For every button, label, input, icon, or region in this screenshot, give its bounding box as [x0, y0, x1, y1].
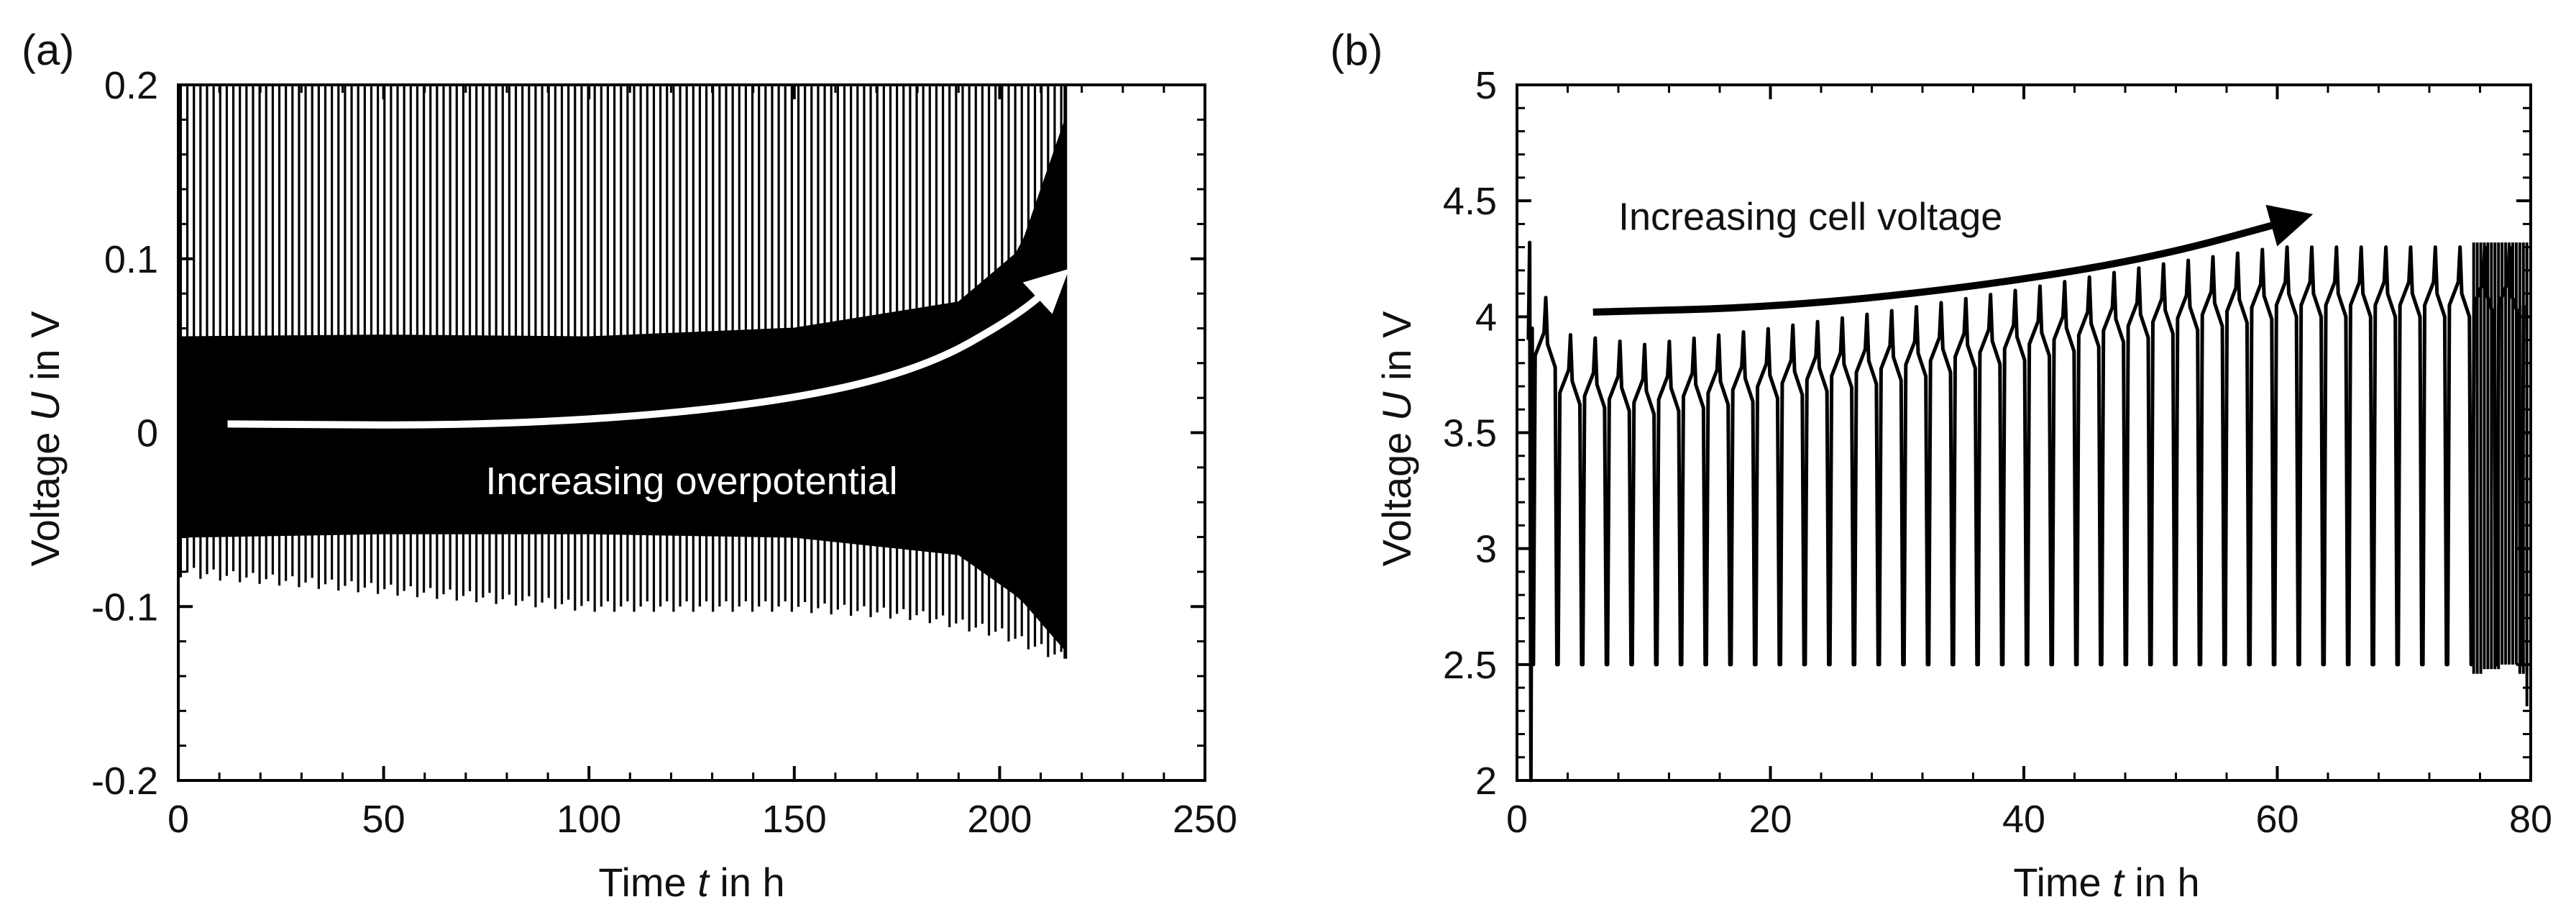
plot-area-a: Increasing overpotential [177, 83, 1206, 782]
y-tick-label: 4 [1475, 296, 1497, 339]
data-line-a [178, 85, 1068, 659]
x-tick-label: 40 [2002, 798, 2045, 841]
y-tick-labels-a: -0.2 -0.1 0 0.1 0.2 [91, 64, 158, 803]
x-tick-label: 80 [2509, 798, 2552, 841]
y-tick-label: 3.5 [1443, 412, 1497, 455]
x-tick-label: 200 [967, 798, 1032, 841]
voltage-spikes [179, 85, 1063, 657]
y-tick-label: 0.2 [104, 64, 158, 107]
x-axis-label-a: Time t in h [598, 860, 784, 905]
annotation-arrow-a [227, 268, 1070, 429]
y-tick-label: -0.1 [91, 586, 158, 629]
y-tick-label: -0.2 [91, 760, 158, 803]
x-tick-label: 100 [556, 798, 621, 841]
panel-label-a: (a) [22, 26, 74, 74]
x-tick-label: 0 [168, 798, 189, 841]
x-tick-label: 60 [2255, 798, 2298, 841]
x-tick-label: 250 [1173, 798, 1237, 841]
cell-voltage-line [1526, 240, 2526, 783]
y-tick-label: 2 [1475, 760, 1497, 803]
x-tick-labels-a: 0 50 100 150 200 250 [168, 798, 1237, 841]
x-tick-label: 50 [362, 798, 405, 841]
y-tick-label: 0.1 [104, 238, 158, 281]
y-tick-label: 0 [137, 412, 158, 455]
y-tick-labels-b: 2 2.5 3 3.5 4 4.5 5 [1443, 64, 1497, 803]
panel-label-b: (b) [1330, 26, 1383, 74]
plot-frame-a [177, 83, 1206, 782]
y-tick-label: 2.5 [1443, 644, 1497, 687]
y-axis-label-a: Voltage U in V [22, 311, 68, 567]
data-line-b [1526, 240, 2529, 783]
annotation-text-b: Increasing cell voltage [1618, 196, 2002, 239]
x-tick-labels-b: 0 20 40 60 80 [1506, 798, 2552, 841]
plot-frame-b [1516, 83, 2532, 782]
cell-voltage-tail [2472, 242, 2529, 674]
y-tick-label: 4.5 [1443, 180, 1497, 223]
plot-area-b: Increasing cell voltage [1516, 83, 2532, 783]
y-axis-label-b: Voltage U in V [1374, 311, 1419, 567]
x-tick-label: 0 [1506, 798, 1528, 841]
chart-panel-b: (b) Increasing cell voltage 0 20 40 60 80 22… [1330, 26, 2552, 905]
y-tick-label: 3 [1475, 528, 1497, 571]
annotation-text-a: Increasing overpotential [485, 460, 897, 503]
x-axis-label-b: Time t in h [2013, 860, 2199, 905]
x-tick-label: 150 [762, 798, 827, 841]
annotation-arrow-b [1592, 204, 2314, 316]
chart-panel-a: (a) Increasing overpotential 0 50 100 150 20… [22, 26, 1237, 905]
x-tick-label: 20 [1748, 798, 1792, 841]
y-tick-label: 5 [1475, 64, 1497, 107]
